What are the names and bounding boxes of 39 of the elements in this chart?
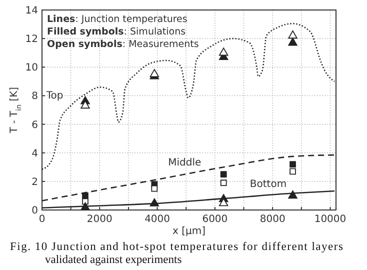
point bbox=[290, 161, 296, 168]
x-axis-title: x [µm] bbox=[172, 226, 206, 237]
point bbox=[288, 190, 298, 199]
x-tick-label: 0 bbox=[38, 214, 46, 225]
y-tick-label: 12 bbox=[25, 34, 38, 46]
caption: Fig. 10 Junction and hot-spot temperatures for different layers validated against experiments bbox=[10, 241, 344, 266]
x-tick-label: 8000 bbox=[260, 214, 286, 225]
point bbox=[290, 168, 296, 175]
y-tick-label: 8 bbox=[32, 91, 38, 102]
point bbox=[220, 180, 227, 186]
point bbox=[82, 192, 88, 199]
line-series bbox=[41, 190, 336, 209]
annotation: Open symbols: Measurements bbox=[47, 39, 199, 50]
y-tick-label: 6 bbox=[32, 120, 38, 131]
series-label: Bottom bbox=[250, 179, 287, 190]
x-tick-label: 2000 bbox=[86, 214, 112, 225]
point bbox=[80, 202, 90, 210]
x-tick-label: 4000 bbox=[144, 214, 170, 225]
line-series bbox=[41, 154, 336, 202]
point bbox=[82, 198, 88, 205]
y-tick-label: 10 bbox=[25, 62, 38, 74]
y-tick-label: 2 bbox=[32, 176, 38, 188]
x-tick-label: 10000 bbox=[314, 214, 346, 225]
series-label: Middle bbox=[168, 158, 202, 169]
x-tick-label: 6000 bbox=[202, 214, 228, 225]
annotation: Filled symbols: Simulations bbox=[47, 26, 186, 38]
point bbox=[218, 198, 228, 206]
point bbox=[220, 171, 227, 178]
line-series bbox=[41, 22, 336, 170]
annotation: Lines: Junction temperatures bbox=[47, 14, 188, 25]
point bbox=[151, 185, 158, 192]
y-tick-label: 14 bbox=[25, 6, 38, 16]
series-label: Top bbox=[45, 90, 64, 102]
point bbox=[218, 48, 228, 56]
point bbox=[288, 38, 298, 46]
y-tick-label: 0 bbox=[32, 206, 38, 216]
y-tick-label: 4 bbox=[32, 148, 38, 160]
point bbox=[288, 30, 298, 39]
point bbox=[150, 198, 160, 206]
